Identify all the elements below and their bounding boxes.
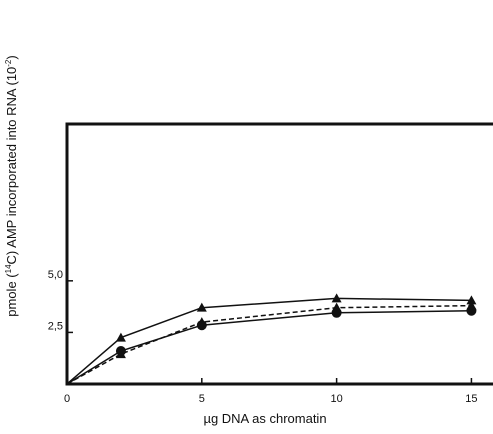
plot-frame: [65, 122, 493, 386]
y-axis-label: pmole (14C) AMP incorporated into RNA (1…: [4, 55, 19, 316]
x-tick-label: 10: [330, 393, 342, 405]
tick-labels: 0 5 10 15 2,5 5,0: [48, 269, 478, 405]
series-3-point: [466, 305, 477, 316]
y-axis-label-pre: pmole (: [4, 273, 19, 317]
series-3-point: [196, 320, 207, 331]
y-axis-label-sup1: 14: [4, 264, 13, 273]
y-tick-label: 2,5: [48, 320, 63, 332]
series-1-point: [196, 302, 207, 312]
x-tick-label: 15: [465, 393, 477, 405]
series-1-point: [466, 295, 477, 305]
y-axis-label-sup2: -2: [4, 59, 13, 67]
y-axis-label-post: ): [4, 55, 19, 59]
series-3-line: [66, 309, 472, 385]
x-axis-label: µg DNA as chromatin: [203, 411, 326, 426]
series-1-point: [331, 293, 342, 303]
series-2-line: [66, 304, 472, 385]
y-axis-label-mid: C) AMP incorporated into RNA (10: [4, 67, 19, 265]
series-layer: [66, 293, 477, 385]
series-1-point: [115, 332, 126, 342]
y-tick-label: 5,0: [48, 269, 63, 281]
axis-ticks: [67, 280, 473, 384]
series-3-point: [115, 345, 126, 356]
x-tick-label: 5: [199, 393, 205, 405]
series-3-point: [331, 307, 342, 318]
x-tick-label: 0: [64, 393, 70, 405]
